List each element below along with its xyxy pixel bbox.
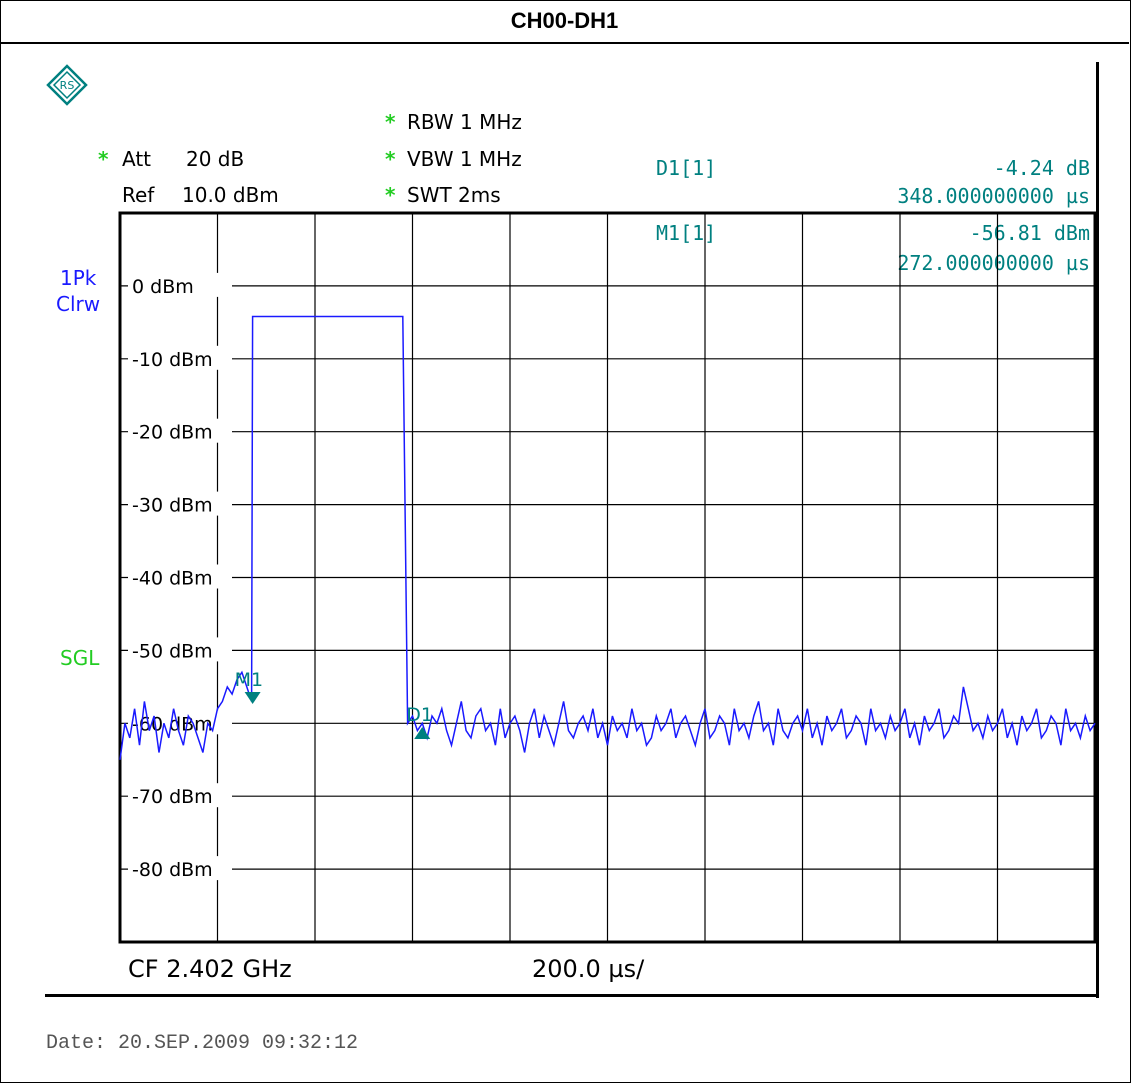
y-tick-label-bg	[128, 345, 232, 370]
marker-d1-triangle	[414, 726, 431, 739]
plot-frame	[118, 211, 1097, 944]
rohde-schwarz-logo-icon: RS	[46, 64, 88, 106]
y-tick-label: -30 dBm	[132, 495, 213, 517]
y-tick-label: -40 dBm	[132, 568, 213, 590]
ref-value: 10.0 dBm	[182, 183, 279, 207]
marker-m1-triangle	[244, 692, 261, 705]
time-per-division: 200.0 µs/	[532, 955, 645, 983]
y-tick-label-bg	[128, 783, 232, 808]
rbw-star: *	[385, 110, 396, 134]
y-tick-label-bg	[128, 564, 232, 589]
trace-series-line	[119, 315, 1096, 760]
att-label: Att	[122, 147, 152, 171]
chart-markers: M1 D1	[235, 669, 433, 739]
marker-d1-label: D1	[406, 704, 433, 726]
bottom-border	[45, 994, 1099, 997]
y-tick-labels: 0 dBm -10 dBm -20 dBm -30 dBm -40 dBm -50 dBm…	[128, 272, 232, 881]
att-value: 20 dB	[186, 147, 245, 171]
y-tick-label: -50 dBm	[132, 640, 213, 662]
trace-mode-line2: Clrw	[56, 292, 101, 316]
chart-grid	[120, 213, 1095, 942]
rbw-setting: RBW 1 MHz	[407, 110, 522, 134]
swt-star: *	[385, 183, 396, 207]
vbw-setting: VBW 1 MHz	[407, 147, 522, 171]
d1-label: D1[1]	[656, 156, 717, 180]
y-tick-label-bg	[128, 491, 232, 516]
y-tick-label: -10 dBm	[132, 349, 213, 371]
swt-setting: SWT 2ms	[407, 183, 501, 207]
y-tick-label: -80 dBm	[132, 859, 213, 881]
y-tick-label: -20 dBm	[132, 422, 213, 444]
window-title: CH00-DH1	[0, 0, 1129, 44]
y-tick-label-bg	[128, 637, 232, 662]
center-frequency: CF 2.402 GHz	[128, 955, 292, 983]
trace-line	[119, 315, 1096, 760]
d1-value: -4.24 dB	[993, 156, 1090, 180]
d1-time: 348.000000000 µs	[897, 184, 1090, 208]
capture-date: Date: 20.SEP.2009 09:32:12	[46, 1032, 359, 1055]
y-tick-label: -70 dBm	[132, 786, 213, 808]
trace-mode-line1: 1Pk	[60, 266, 97, 290]
m1-value: -56.81 dBm	[969, 221, 1090, 245]
y-tick-label-bg	[128, 418, 232, 443]
m1-label: M1[1]	[656, 221, 717, 245]
y-tick-label: 0 dBm	[132, 276, 194, 298]
marker-m1-label: M1	[235, 669, 263, 691]
right-border	[1096, 62, 1099, 998]
m1-time: 272.000000000 µs	[897, 251, 1090, 275]
sweep-mode: SGL	[60, 646, 100, 670]
ref-label: Ref	[122, 183, 155, 207]
y-tick-label: -60 dBm	[132, 713, 213, 735]
y-tick-label-bg	[128, 272, 232, 297]
y-tick-label-bg	[128, 856, 232, 881]
logo-text: RS	[60, 79, 75, 92]
att-star: *	[98, 147, 109, 171]
vbw-star: *	[385, 147, 396, 171]
